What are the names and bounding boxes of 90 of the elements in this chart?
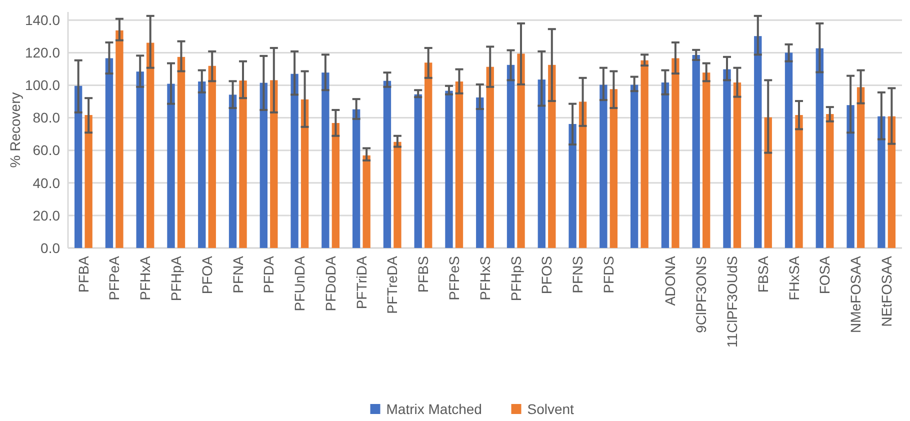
x-tick-label: PFNS <box>570 256 586 294</box>
x-tick-label: PFNA <box>230 255 246 294</box>
bar <box>672 58 680 248</box>
bar <box>414 94 422 248</box>
bar <box>136 72 144 248</box>
bar <box>105 58 114 248</box>
bar <box>630 84 638 248</box>
bar <box>239 80 247 248</box>
bar <box>548 64 556 248</box>
bar <box>640 60 648 248</box>
bar <box>723 69 731 248</box>
y-tick-label: 40.0 <box>32 174 60 191</box>
x-tick-label: PFOS <box>538 256 555 294</box>
bar <box>322 72 330 248</box>
bar <box>846 105 854 248</box>
y-tick-label: 120.0 <box>24 44 60 61</box>
bar <box>352 109 360 248</box>
x-tick-label: ADONA <box>662 255 678 306</box>
y-tick-label: 60.0 <box>32 142 60 158</box>
x-tick-label: NEtFOSAA <box>878 255 894 327</box>
legend-label: Solvent <box>527 400 574 417</box>
x-tick-label: PFTriDA <box>353 255 370 310</box>
bar <box>568 124 576 248</box>
y-tick-label: 100.0 <box>24 77 60 94</box>
x-tick-label: 11ClPF3OUdS <box>724 256 740 348</box>
x-tick-label: FHxSA <box>786 255 802 300</box>
bar <box>486 66 494 248</box>
bar <box>455 82 464 248</box>
bar <box>600 84 608 248</box>
bar <box>692 54 700 248</box>
bar <box>888 116 896 248</box>
bar <box>177 56 186 248</box>
bar <box>383 80 392 248</box>
bar <box>784 52 793 248</box>
x-tick-label: PFTreDA <box>384 255 400 314</box>
bar <box>661 82 670 248</box>
x-tick-label: PFPeS <box>446 256 462 300</box>
x-tick-label: NMeFOSAA <box>848 255 864 334</box>
x-tick-label: PFHpA <box>168 255 184 302</box>
x-tick-label: PFHxS <box>476 256 493 300</box>
x-tick-label: PFDA <box>260 255 277 294</box>
bar <box>538 80 546 248</box>
y-tick-label: 80.0 <box>32 110 60 126</box>
bar <box>167 84 175 248</box>
bar <box>506 64 515 248</box>
bar <box>445 90 453 248</box>
x-tick-label: PFBS <box>415 256 432 293</box>
x-tick-label: PFOA <box>198 255 215 294</box>
bar <box>228 94 237 248</box>
bar <box>146 42 154 248</box>
bar <box>578 102 587 248</box>
x-tick-label: PFBA <box>75 255 92 293</box>
x-tick-label: PFUnDA <box>292 255 308 312</box>
bar <box>754 36 762 248</box>
y-tick-label: 0.0 <box>40 240 60 256</box>
bar <box>856 87 865 248</box>
legend-label: Matrix Matched <box>386 400 482 417</box>
bar <box>517 54 525 248</box>
bar <box>424 62 432 248</box>
bar <box>116 30 124 248</box>
bar <box>733 82 742 248</box>
x-tick-label: FBSA <box>754 255 771 293</box>
bar <box>610 89 618 248</box>
bar <box>394 142 402 248</box>
bar <box>270 80 278 248</box>
bar <box>300 99 309 248</box>
bar <box>332 123 340 248</box>
x-tick-label: FOSA <box>816 255 833 294</box>
bar <box>290 74 298 248</box>
bar <box>795 115 803 248</box>
x-tick-label: PFHxA <box>137 255 154 300</box>
bar <box>84 115 92 248</box>
bar <box>826 114 834 248</box>
x-tick-label: PFPeA <box>106 255 122 300</box>
bar <box>878 116 886 248</box>
x-tick-label: 9ClPF3ONS <box>693 256 710 334</box>
bar <box>198 82 206 248</box>
bar <box>476 97 484 248</box>
y-tick-label: 140.0 <box>24 12 60 28</box>
bar <box>208 66 216 248</box>
x-tick-label: PFDS <box>600 256 616 294</box>
bar <box>702 72 710 248</box>
bar <box>362 155 370 248</box>
y-axis-title: % Recovery <box>7 92 23 168</box>
bar <box>260 82 268 248</box>
bar <box>74 86 82 248</box>
y-tick-label: 20.0 <box>32 207 60 224</box>
bar <box>816 48 824 248</box>
x-tick-label: PFDoDA <box>322 255 338 312</box>
x-tick-label: PFHpS <box>508 256 524 302</box>
